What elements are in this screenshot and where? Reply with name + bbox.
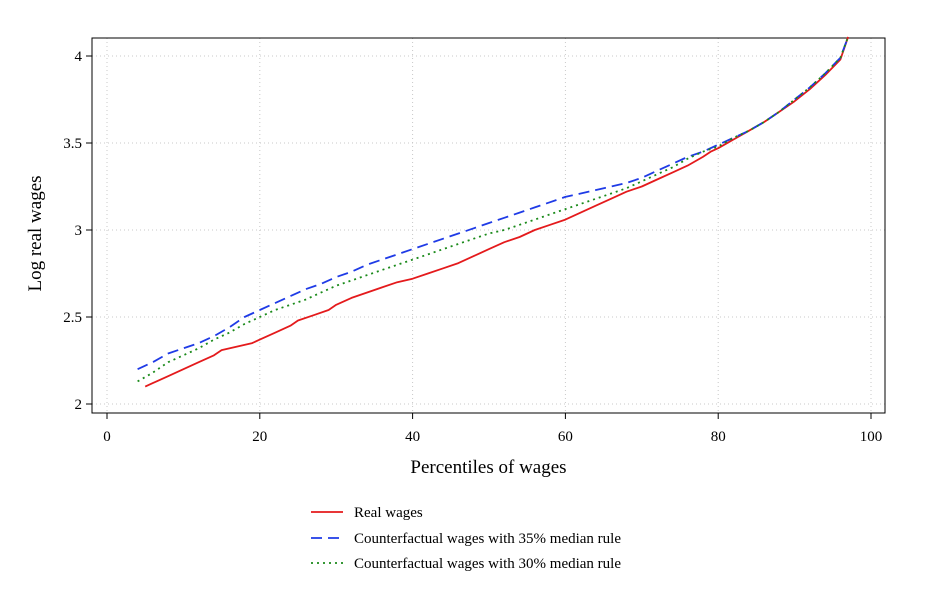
series-line-2 (137, 36, 849, 371)
x-axis-title: Percentiles of wages (410, 457, 566, 478)
y-tick-label: 3 (75, 223, 83, 239)
y-axis-title: Log real wages (25, 175, 46, 291)
y-tick-label: 2 (75, 397, 83, 413)
y-axis: 2 2.5 3 3.5 4 (63, 49, 92, 413)
y-tick-label: 4 (75, 49, 83, 65)
grid (92, 38, 885, 413)
x-tick-label: 40 (405, 429, 420, 445)
x-tick-label: 0 (103, 429, 111, 445)
series-line-3 (137, 36, 849, 383)
series-lines (137, 36, 849, 388)
series-line-1 (144, 36, 849, 388)
x-tick-label: 20 (252, 429, 267, 445)
y-tick-label: 2.5 (63, 310, 82, 326)
y-tick-label: 3.5 (63, 136, 82, 152)
x-tick-label: 60 (558, 429, 573, 445)
legend-label-1: Real wages (354, 505, 423, 521)
legend-label-3: Counterfactual wages with 30% median rul… (354, 556, 621, 572)
plot-area (91, 37, 886, 414)
legend: Real wages Counterfactual wages with 35% … (311, 505, 621, 572)
x-tick-label: 80 (711, 429, 726, 445)
legend-label-2: Counterfactual wages with 35% median rul… (354, 531, 621, 547)
x-axis: 0 20 40 60 80 100 (103, 413, 882, 445)
x-tick-label: 100 (860, 429, 883, 445)
